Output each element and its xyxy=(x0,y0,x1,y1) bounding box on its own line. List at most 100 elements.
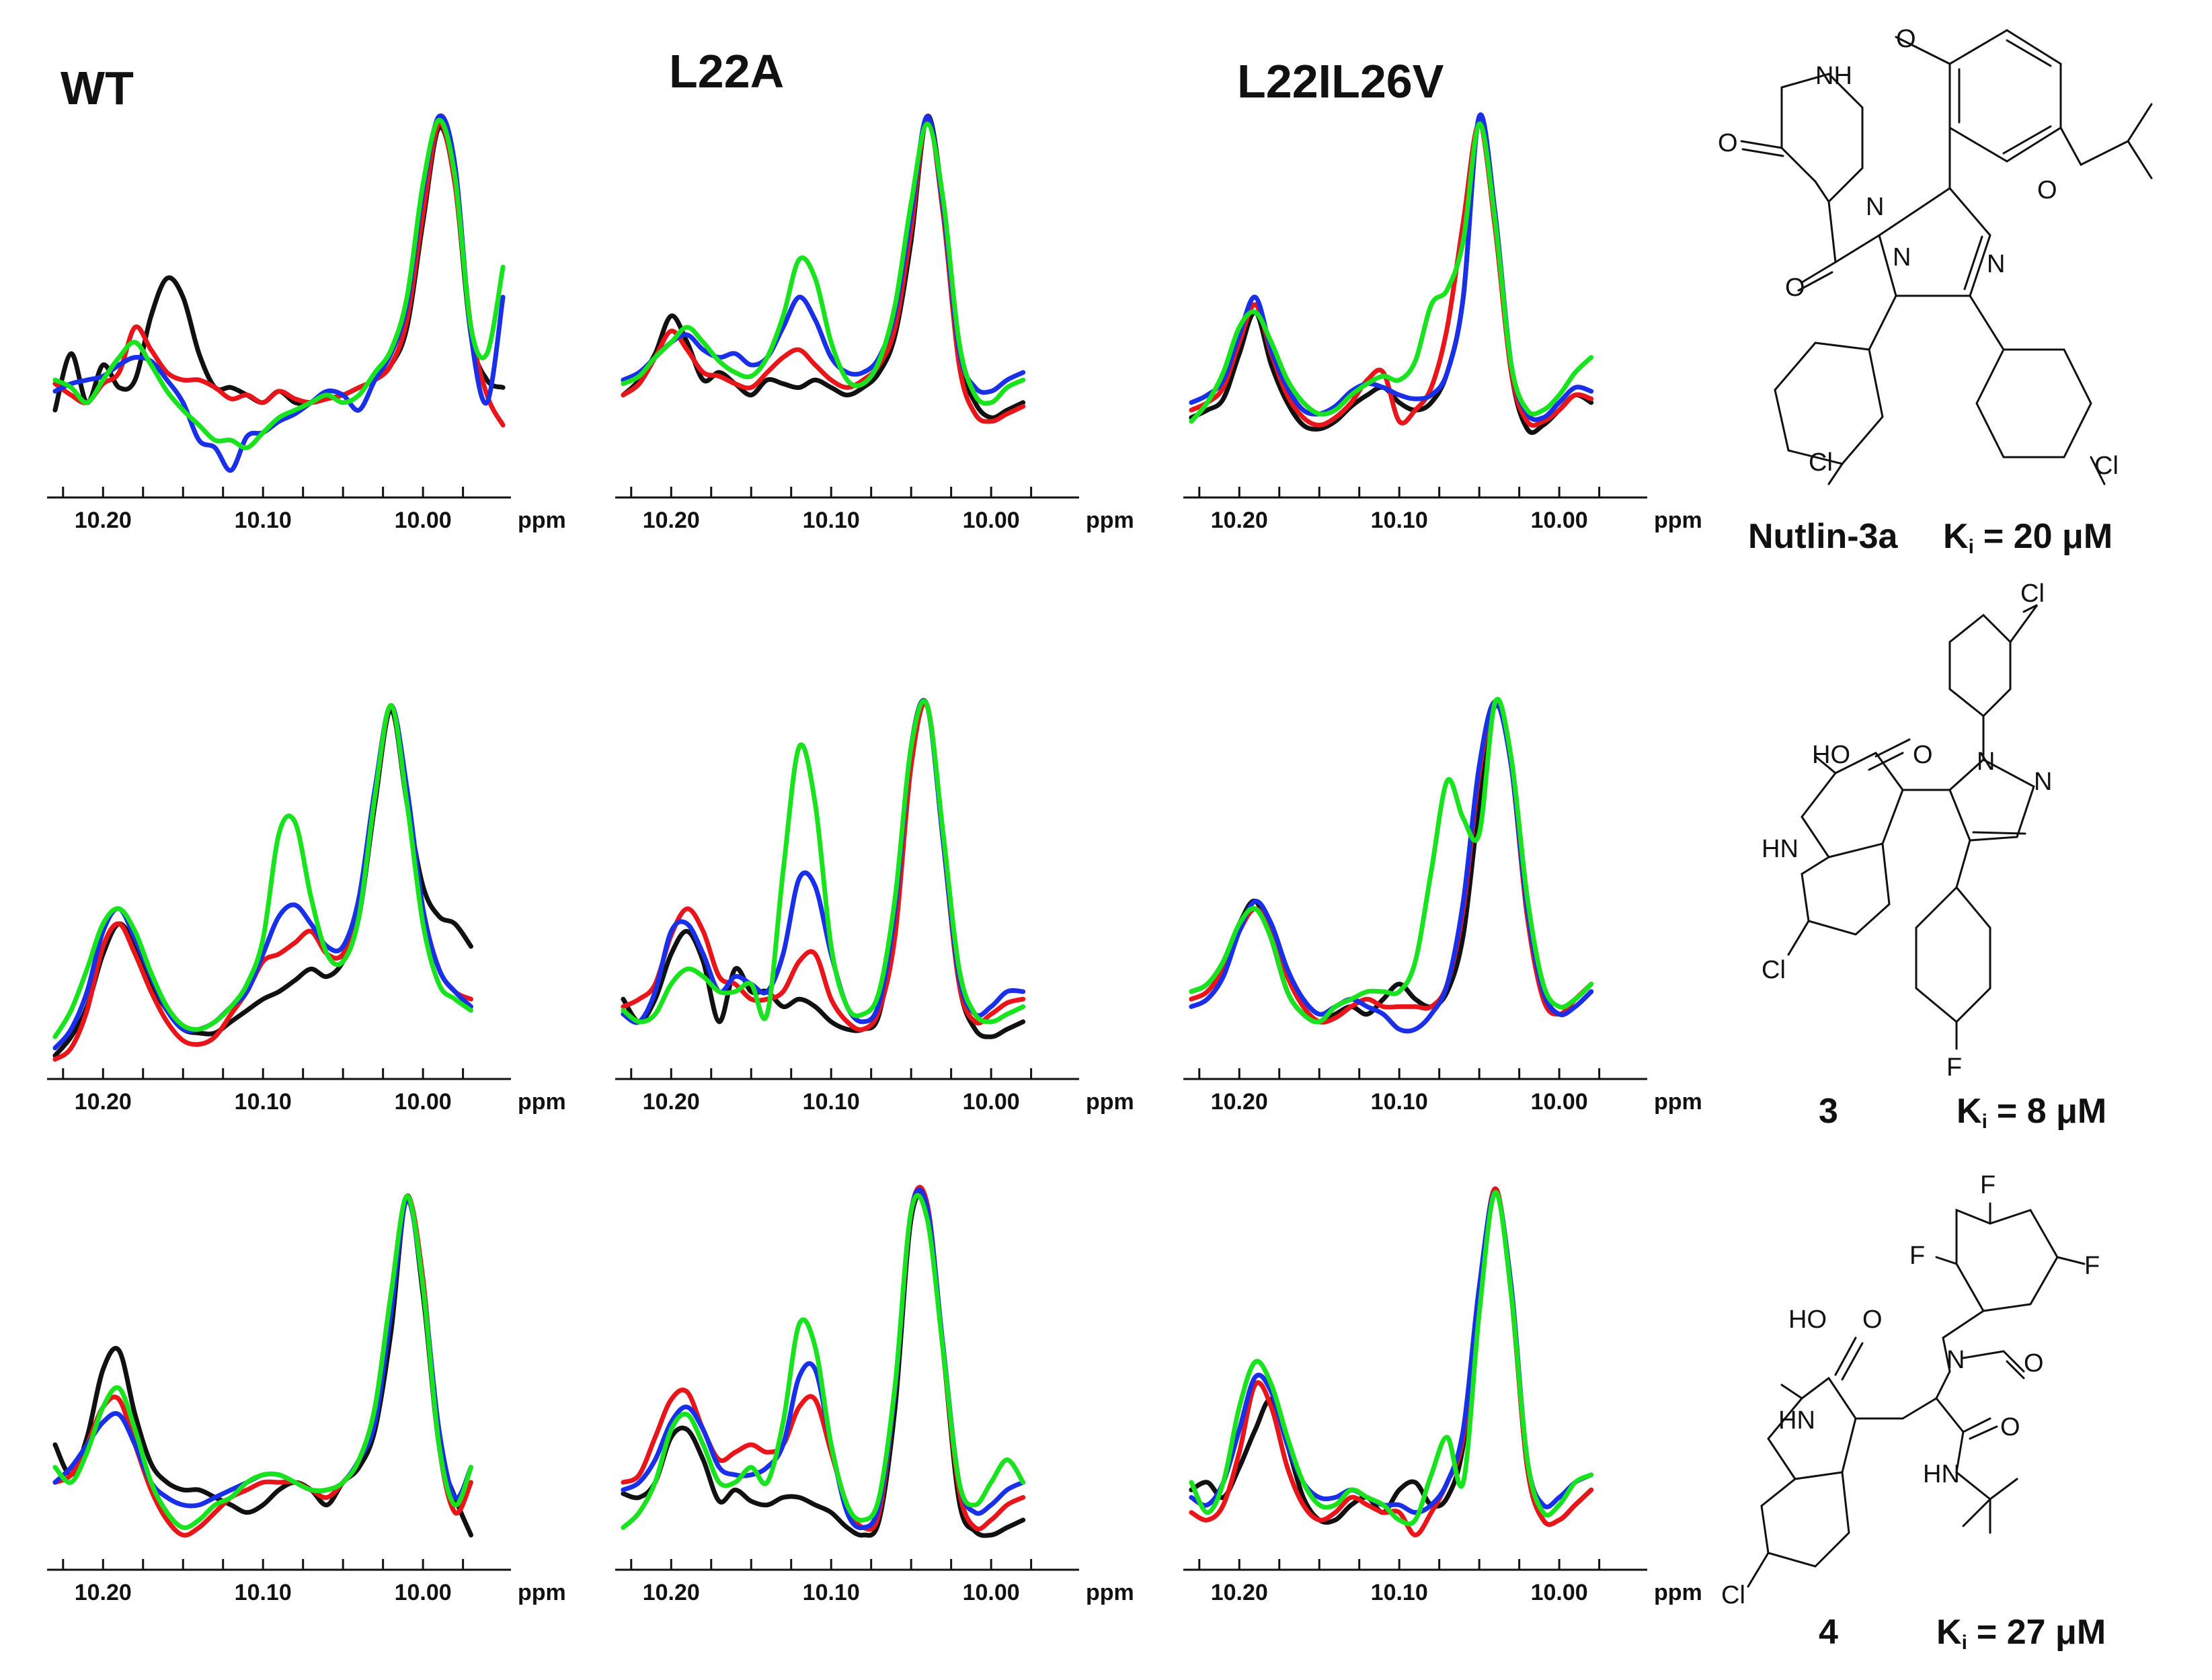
compound-name-4: 4 xyxy=(1819,1613,1838,1652)
x-tick-label: 10.10 xyxy=(1371,1089,1428,1115)
spectrum-line-green xyxy=(52,703,473,1039)
spectrum-panel: 10.20 10.10 10.00 ppm xyxy=(1183,1186,1702,1605)
atom-label: F xyxy=(1980,1171,1996,1199)
column-title-wt: WT xyxy=(61,62,134,114)
atom-label: HO xyxy=(1812,741,1850,769)
atom-label: N xyxy=(1977,748,1995,776)
spectrum-line-green xyxy=(1189,1190,1594,1527)
x-axis-unit: ppm xyxy=(518,1580,566,1605)
atom-label: O xyxy=(2024,1349,2044,1377)
x-tick-label: 10.10 xyxy=(803,508,860,533)
structure-nutlin-3a: O NH O N O N N O Cl Cl Nutlin-3a Ki = 20 … xyxy=(1718,25,2153,558)
bond xyxy=(2059,103,2153,179)
bond xyxy=(1969,294,2092,458)
bond xyxy=(1955,1208,2059,1312)
atom-label: N xyxy=(1946,1346,1965,1374)
x-tick-label: 10.20 xyxy=(75,1580,132,1605)
spectrum-panel: 10.20 10.10 10.00 ppm xyxy=(1183,112,1702,533)
structure-compound-4: F F F HO O N O HN O HN Cl 4 Ki = 27 μM xyxy=(1721,1171,2106,1654)
bond xyxy=(1801,842,1891,936)
x-tick-label: 10.10 xyxy=(1371,1580,1428,1605)
ki-compound-3: Ki = 8 μM xyxy=(1957,1092,2106,1133)
spectrum-panel: 10.20 10.10 10.00 ppm xyxy=(47,1193,566,1605)
atom-label: N xyxy=(1893,243,1911,272)
spectrum-line-green xyxy=(52,118,506,450)
x-tick-label: 10.00 xyxy=(963,1089,1020,1115)
x-tick-label: 10.10 xyxy=(235,508,292,533)
atom-label: NH xyxy=(1815,62,1852,90)
bond xyxy=(1935,1202,2086,1265)
x-tick-label: 10.20 xyxy=(1211,1089,1268,1115)
atom-label: N xyxy=(1987,250,2005,278)
x-tick-label: 10.20 xyxy=(643,1089,700,1115)
atom-label: O xyxy=(2000,1413,2020,1441)
bond xyxy=(1760,1471,1850,1568)
bond xyxy=(1797,234,1881,292)
atom-label: Cl xyxy=(1762,956,1786,984)
x-tick-label: 10.20 xyxy=(1211,1580,1268,1605)
x-tick-label: 10.00 xyxy=(1531,508,1588,533)
atom-label: Cl xyxy=(2020,579,2045,608)
ki-nutlin-3a: Ki = 20 μM xyxy=(1943,517,2112,558)
atom-label: O xyxy=(1785,274,1805,302)
atom-label: F xyxy=(2084,1252,2100,1280)
x-tick-label: 10.20 xyxy=(75,508,132,533)
x-tick-label: 10.00 xyxy=(1531,1089,1588,1115)
spectrum-panel: 10.20 10.10 10.00 ppm xyxy=(615,114,1134,533)
x-tick-label: 10.20 xyxy=(643,508,700,533)
x-tick-label: 10.10 xyxy=(1371,508,1428,533)
bond xyxy=(1942,1310,1985,1373)
x-tick-label: 10.20 xyxy=(1211,508,1268,533)
bond xyxy=(1895,36,1951,65)
x-axis-unit: ppm xyxy=(1086,1089,1134,1115)
atom-label: HN xyxy=(1923,1460,1960,1488)
spectrum-panel: 10.20 10.10 10.00 ppm xyxy=(47,113,566,533)
spectrum-panel: 10.20 10.10 10.00 ppm xyxy=(47,703,566,1115)
spectrum-line-green xyxy=(1189,696,1594,1025)
spectrum-panel: 10.20 10.10 10.00 ppm xyxy=(1183,696,1702,1115)
atom-label: N xyxy=(1866,193,1884,221)
bond xyxy=(1915,839,1991,1024)
bond xyxy=(1878,187,1991,297)
spectrum-line-green xyxy=(621,698,1026,1025)
bond xyxy=(1747,1552,1770,1588)
bond xyxy=(1958,39,2052,155)
atom-label: F xyxy=(1909,1242,1925,1270)
x-axis-unit: ppm xyxy=(518,1089,566,1115)
compound-name-3: 3 xyxy=(1819,1092,1838,1131)
column-title-l22a: L22A xyxy=(669,45,784,97)
bond xyxy=(1814,738,1911,774)
atom-label: O xyxy=(1913,741,1933,769)
spectrum-line-green xyxy=(1189,121,1594,424)
bond xyxy=(1801,752,1951,858)
bond xyxy=(1767,1377,1904,1480)
spectrum-line-green xyxy=(52,1193,473,1530)
atom-label: Cl xyxy=(2094,452,2119,480)
x-tick-label: 10.00 xyxy=(395,1580,452,1605)
x-tick-label: 10.00 xyxy=(963,1580,1020,1605)
bond xyxy=(1948,613,2012,718)
x-axis-unit: ppm xyxy=(1654,1089,1702,1115)
x-tick-label: 10.20 xyxy=(643,1580,700,1605)
atom-label: HO xyxy=(1788,1306,1827,1334)
atom-label: O xyxy=(1718,129,1738,157)
x-axis-unit: ppm xyxy=(1654,1580,1702,1605)
x-tick-label: 10.00 xyxy=(1531,1580,1588,1605)
atom-label: Cl xyxy=(1721,1581,1745,1609)
bond xyxy=(1827,456,2106,485)
x-tick-label: 10.20 xyxy=(75,1089,132,1115)
x-axis-unit: ppm xyxy=(1654,508,1702,533)
x-tick-label: 10.10 xyxy=(803,1089,860,1115)
x-axis-unit: ppm xyxy=(518,508,566,533)
spectrum-line-green xyxy=(621,1193,1026,1530)
atom-label: HN xyxy=(1762,835,1799,863)
bond xyxy=(1948,758,2035,842)
bond xyxy=(1787,920,1810,956)
atom-label: O xyxy=(2037,176,2057,204)
compound-name-nutlin-3a: Nutlin-3a xyxy=(1748,517,1899,556)
atom-label: O xyxy=(1896,25,1916,53)
bond xyxy=(1780,73,1864,264)
atom-label: O xyxy=(1862,1306,1883,1334)
x-tick-label: 10.00 xyxy=(963,508,1020,533)
